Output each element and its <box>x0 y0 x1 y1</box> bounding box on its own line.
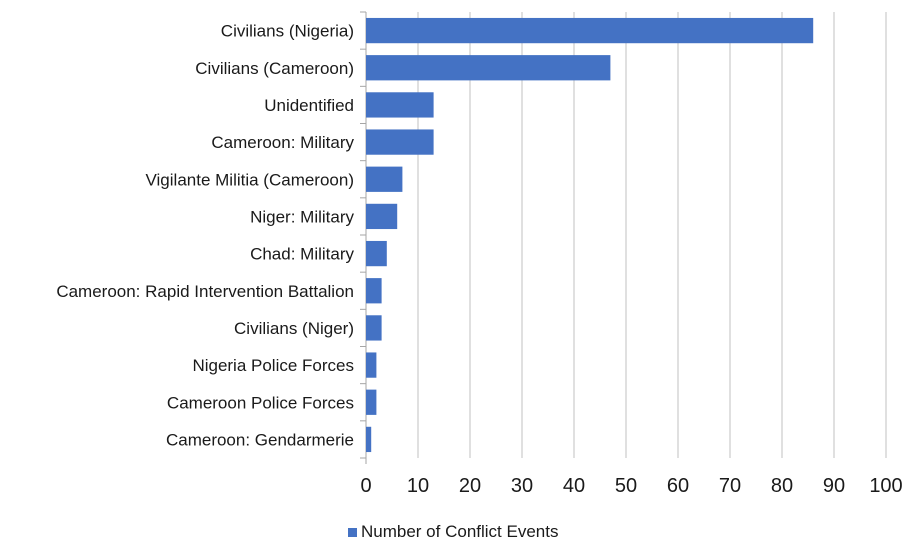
bar-7 <box>366 278 382 304</box>
x-tick-label-90: 90 <box>823 475 845 497</box>
category-label-9: Nigeria Police Forces <box>192 356 354 375</box>
category-label-11: Cameroon: Gendarmerie <box>166 430 354 449</box>
bar-8 <box>366 315 382 341</box>
bar-11 <box>366 426 372 453</box>
bar-6 <box>366 240 387 267</box>
legend: Number of Conflict Events <box>348 522 558 542</box>
category-label-8: Civilians (Niger) <box>234 319 354 338</box>
category-label-10: Cameroon Police Forces <box>167 393 354 412</box>
category-label-4: Vigilante Militia (Cameroon) <box>146 170 355 189</box>
category-label-5: Niger: Military <box>250 207 354 226</box>
bar-1 <box>366 55 611 81</box>
category-label-6: Chad: Military <box>250 245 354 264</box>
x-tick-label-50: 50 <box>615 475 637 497</box>
x-tick-label-70: 70 <box>719 475 741 497</box>
category-label-0: Civilians (Nigeria) <box>221 22 354 41</box>
category-label-2: Unidentified <box>264 96 354 115</box>
legend-label: Number of Conflict Events <box>361 522 559 541</box>
category-label-3: Cameroon: Military <box>211 133 354 152</box>
legend-swatch <box>348 527 357 537</box>
x-tick-label-0: 0 <box>360 475 371 497</box>
bar-2 <box>366 92 434 118</box>
bar-9 <box>366 352 377 378</box>
x-tick-label-100: 100 <box>869 475 902 497</box>
x-tick-label-60: 60 <box>667 475 689 497</box>
bar-4 <box>366 166 403 192</box>
bar-5 <box>366 203 398 230</box>
x-tick-label-40: 40 <box>563 475 585 497</box>
bar-10 <box>366 389 377 415</box>
category-label-7: Cameroon: Rapid Intervention Battalion <box>56 282 354 301</box>
bar-0 <box>366 17 814 44</box>
bar-3 <box>366 129 434 155</box>
x-tick-label-10: 10 <box>407 475 429 497</box>
x-tick-label-30: 30 <box>511 475 533 497</box>
x-tick-label-80: 80 <box>771 475 793 497</box>
x-tick-label-20: 20 <box>459 475 481 497</box>
category-label-1: Civilians (Cameroon) <box>195 59 354 78</box>
